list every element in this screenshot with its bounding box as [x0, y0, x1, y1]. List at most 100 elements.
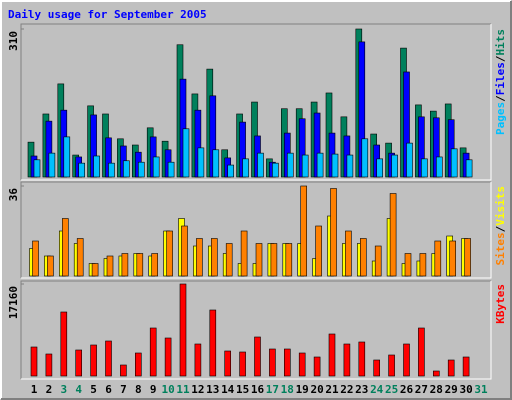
panel-bevel-dark: [20, 280, 491, 379]
bar: [164, 337, 172, 377]
bar: [447, 359, 455, 377]
x-tick-label: 4: [75, 383, 82, 396]
x-tick-label: 14: [221, 383, 235, 396]
bar: [255, 243, 263, 277]
bar: [450, 148, 458, 178]
y-tick-label: 17160: [7, 286, 20, 319]
x-tick-label: 3: [60, 383, 67, 396]
bar: [120, 364, 127, 377]
legend-separator: /: [494, 55, 507, 62]
bar: [331, 153, 339, 178]
bar: [343, 343, 351, 377]
x-tick-label: 2: [46, 383, 53, 396]
bar: [328, 333, 336, 377]
legend-entry: Pages: [494, 102, 507, 135]
x-tick-label: 30: [459, 383, 472, 396]
bar: [389, 193, 397, 277]
x-tick-label: 31: [474, 383, 488, 396]
bar: [108, 162, 115, 178]
bar: [269, 348, 276, 377]
bar: [106, 255, 114, 277]
x-tick-label: 16: [251, 383, 265, 396]
bar: [257, 152, 264, 178]
x-tick-label: 28: [430, 383, 443, 396]
legend-entry: Visits: [494, 186, 507, 226]
bar: [359, 238, 367, 277]
x-tick-label: 21: [325, 383, 339, 396]
panel-bevel-dark: [20, 181, 491, 278]
bar: [75, 349, 82, 377]
bar: [462, 356, 470, 377]
bar: [358, 341, 366, 377]
x-tick-label: 8: [135, 383, 142, 396]
panel-bevel-light: [21, 182, 492, 279]
bar: [254, 336, 261, 377]
bar: [63, 136, 71, 178]
bar: [32, 240, 39, 277]
bar: [242, 158, 249, 178]
bar: [33, 159, 41, 178]
bar: [182, 128, 190, 178]
x-tick-label: 11: [176, 383, 190, 396]
bar: [301, 154, 309, 178]
bar: [30, 346, 38, 377]
x-tick-label: 10: [161, 383, 174, 396]
bar: [224, 350, 231, 377]
panel-bevel-dark: [20, 23, 491, 180]
bar: [403, 343, 410, 377]
bar: [435, 156, 443, 178]
x-tick-label: 23: [355, 383, 368, 396]
x-tick-label: 15: [236, 383, 249, 396]
legend-entry: Hits: [494, 29, 507, 56]
bar: [418, 327, 425, 377]
bar: [227, 164, 234, 178]
bar: [346, 154, 354, 178]
bar: [270, 243, 278, 277]
bar: [78, 162, 85, 178]
bar: [316, 152, 324, 178]
bar: [240, 230, 248, 277]
bar: [419, 253, 427, 277]
bar: [449, 240, 457, 277]
bar: [123, 160, 130, 178]
bar: [373, 359, 381, 377]
bar: [136, 253, 144, 277]
bar: [361, 138, 369, 178]
chart-title: Daily usage for September 2005: [8, 8, 207, 21]
bar: [105, 340, 112, 377]
bar: [179, 283, 187, 377]
x-tick-label: 25: [385, 383, 398, 396]
bar: [45, 353, 53, 377]
x-tick-label: 6: [105, 383, 112, 396]
bar: [432, 370, 440, 377]
bar: [60, 311, 68, 377]
bar: [239, 351, 246, 377]
x-tick-label: 24: [370, 383, 384, 396]
bar: [434, 240, 442, 277]
legend-entry: KBytes: [494, 284, 507, 324]
x-tick-label: 9: [150, 383, 157, 396]
x-tick-label: 20: [310, 383, 323, 396]
legend: Pages/Files/Hits: [494, 29, 507, 135]
bar: [345, 230, 352, 277]
legend: KBytes: [494, 284, 507, 324]
legend-separator: /: [494, 225, 507, 232]
bar: [93, 155, 100, 178]
bar: [283, 348, 291, 377]
bar: [48, 152, 56, 178]
legend-entry: Files: [494, 62, 507, 95]
y-tick-label: 36: [7, 188, 20, 202]
bar: [330, 188, 337, 277]
y-tick-label: 310: [7, 31, 20, 51]
bar: [272, 162, 279, 178]
panel-bevel-light: [21, 281, 492, 380]
bar: [388, 354, 395, 377]
bar: [464, 238, 471, 277]
bar: [315, 225, 322, 277]
x-tick-label: 13: [206, 383, 219, 396]
x-tick-label: 17: [266, 383, 279, 396]
legend-entry: Sites: [494, 232, 507, 265]
